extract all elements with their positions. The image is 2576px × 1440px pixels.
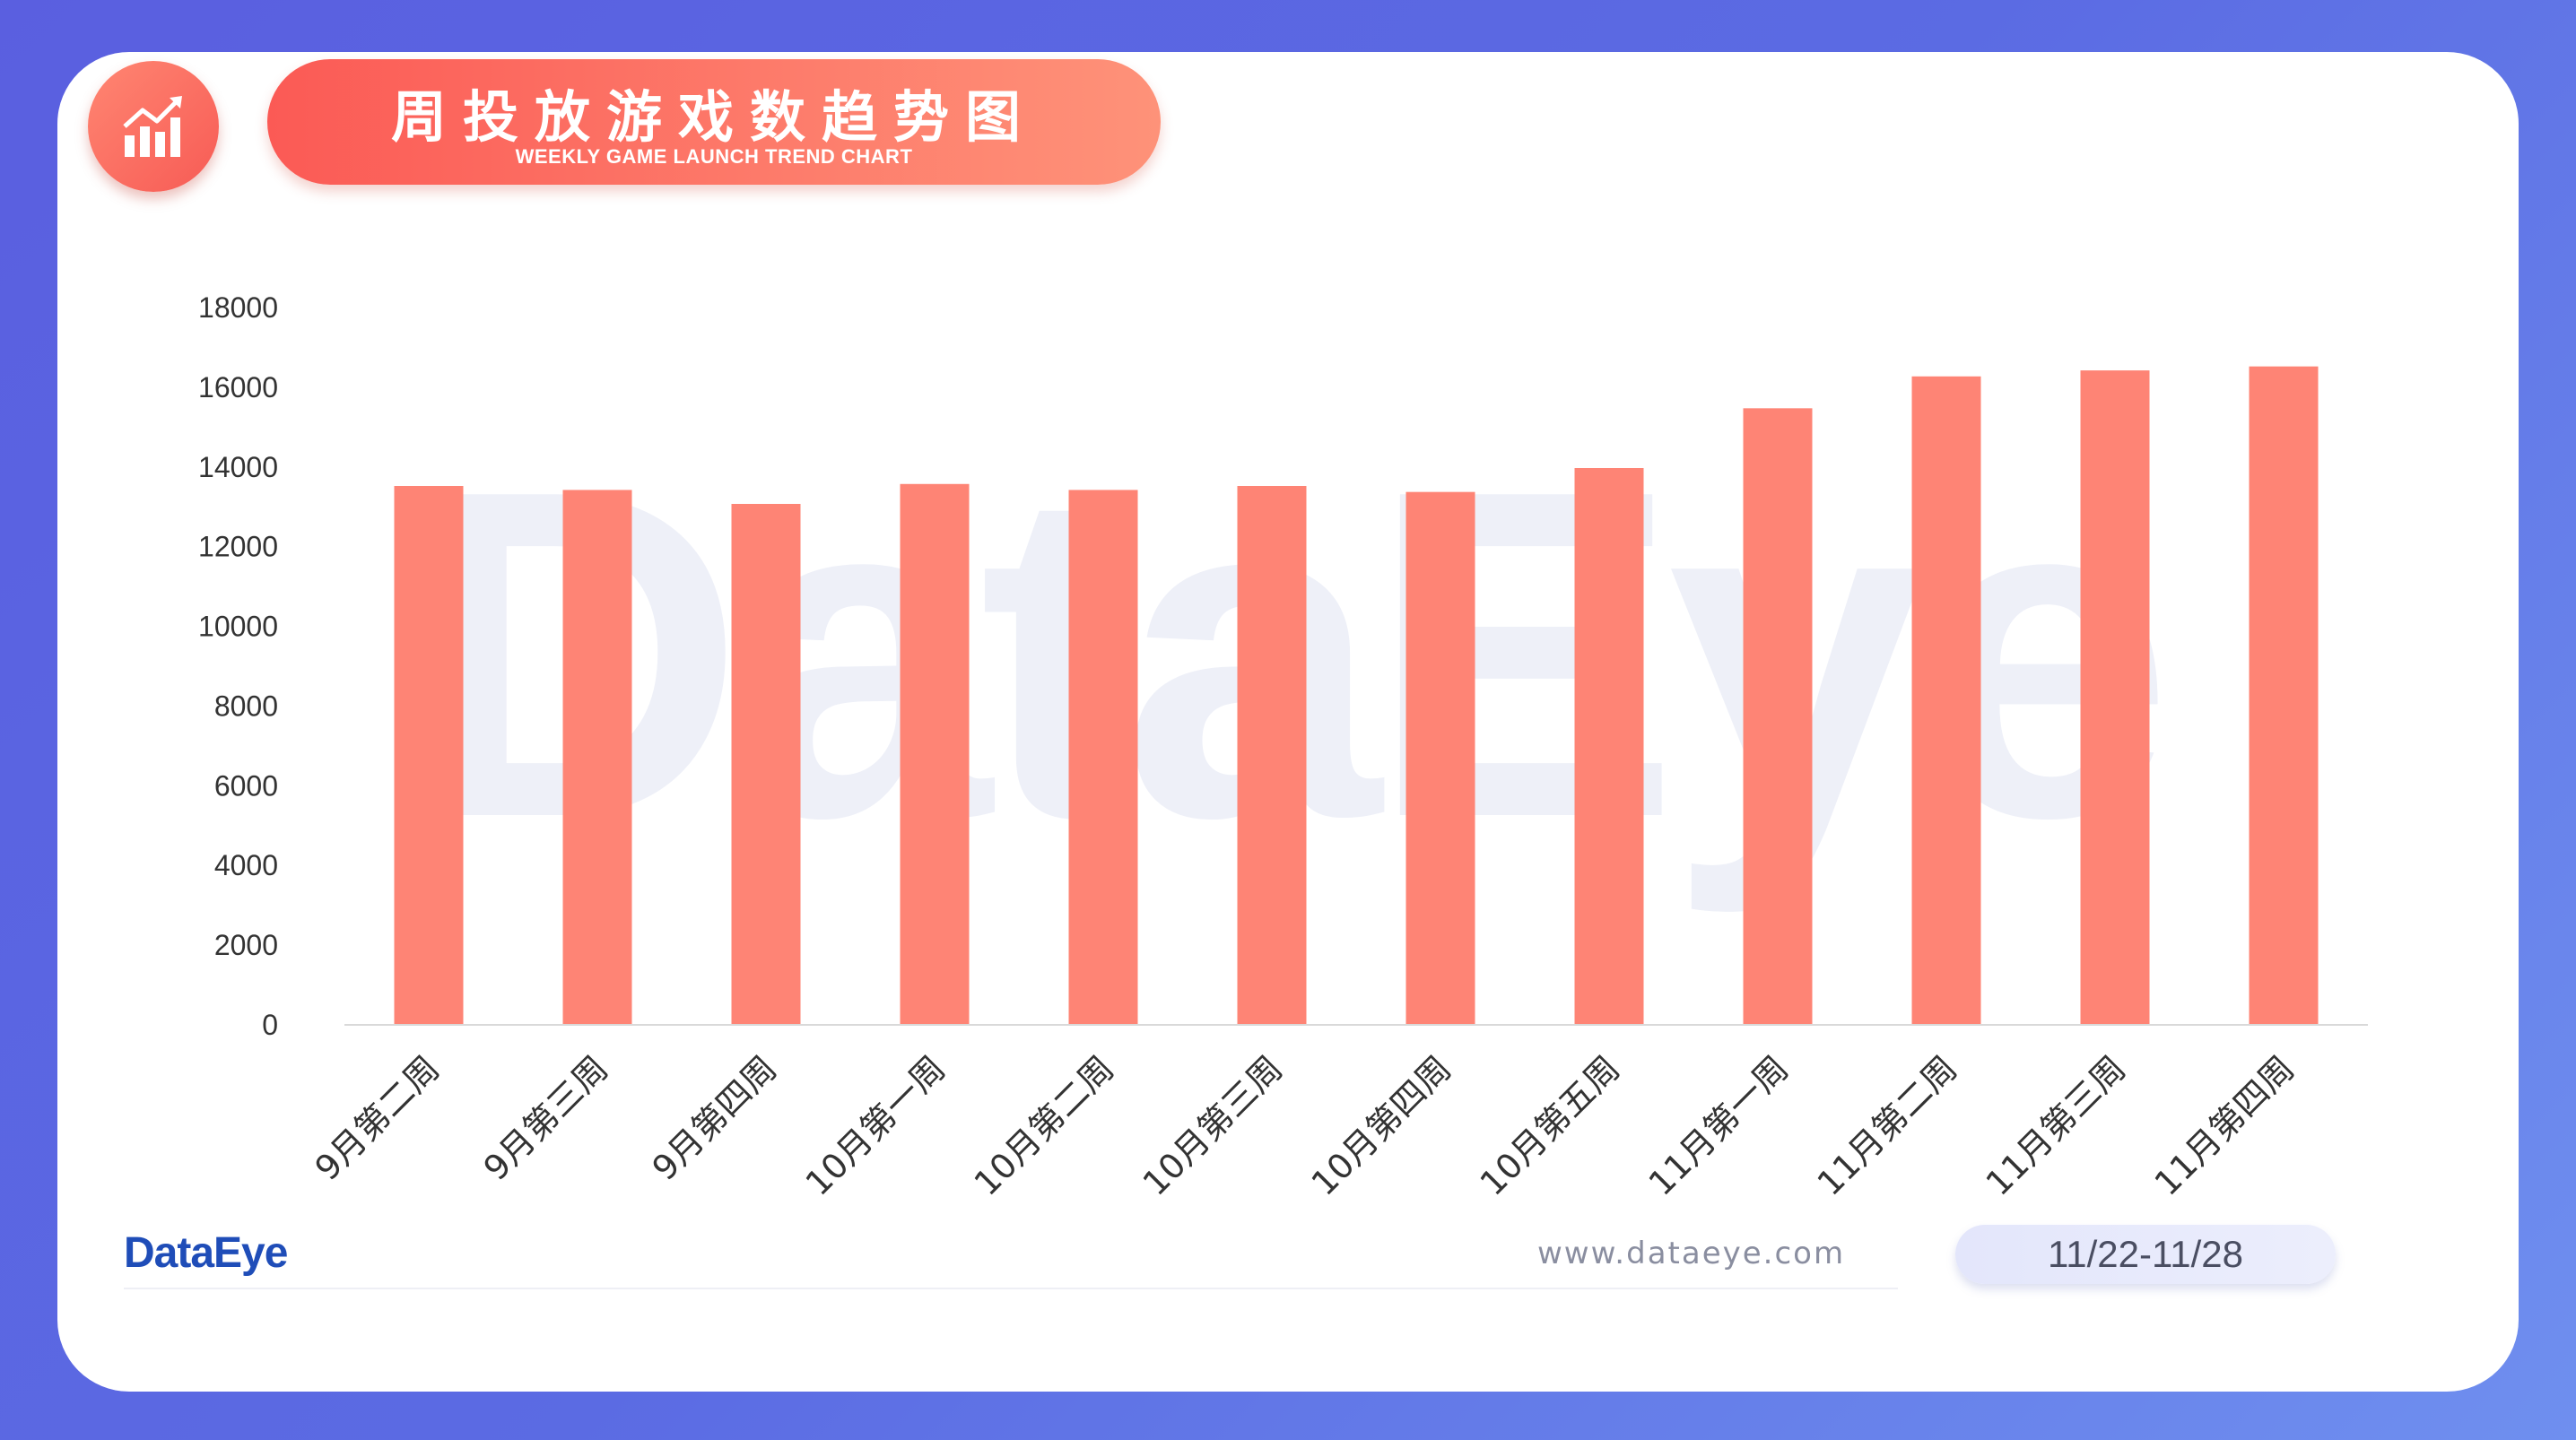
y-tick-label: 6000 [214,769,278,802]
bar [1237,486,1307,1024]
footer-divider [124,1288,1898,1289]
bar [562,490,632,1024]
y-tick-label: 8000 [214,690,278,722]
y-tick-label: 18000 [198,291,278,324]
y-tick-label: 12000 [198,531,278,563]
bar [1068,490,1138,1024]
bar [1574,468,1644,1024]
bar [1405,491,1475,1024]
bar [1911,376,1981,1024]
x-tick-label: 11月第四周 [2147,1048,2302,1203]
x-tick-label: 10月第二周 [967,1048,1122,1203]
y-tick-label: 10000 [198,611,278,643]
footer-logo: DataEye [124,1229,288,1277]
x-tick-label: 9月第四周 [645,1048,785,1188]
y-tick-label: 2000 [214,929,278,961]
y-tick-label: 0 [262,1009,278,1041]
y-tick-label: 16000 [198,371,278,403]
bar [2080,370,2150,1025]
x-tick-label: 10月第四周 [1304,1048,1459,1203]
bar [394,486,464,1024]
footer-url: www.dataeye.com [1537,1236,1846,1271]
bar-chart-trend-icon [123,96,182,157]
title-banner: 周投放游戏数趋势图 WEEKLY GAME LAUNCH TREND CHART [267,59,1161,185]
x-tick-label: 10月第五周 [1473,1048,1628,1203]
bar [731,504,801,1024]
bar [2249,366,2319,1025]
x-tick-label: 9月第三周 [476,1048,616,1188]
bar [1743,408,1813,1024]
x-tick-label: 10月第三周 [1136,1048,1291,1203]
bar [900,483,970,1024]
x-tick-label: 11月第二周 [1810,1048,1965,1203]
x-tick-label: 11月第三周 [1979,1048,2134,1203]
date-range-badge: 11/22-11/28 [1955,1225,2336,1284]
x-tick-label: 11月第一周 [1641,1048,1797,1203]
y-tick-label: 14000 [198,451,278,483]
x-tick-label: 10月第一周 [798,1048,953,1203]
chart-title: 周投放游戏数趋势图 [390,84,1037,150]
chart-subtitle: WEEKLY GAME LAUNCH TREND CHART [515,145,913,168]
y-tick-label: 4000 [214,849,278,881]
x-tick-label: 9月第二周 [308,1048,448,1188]
chart-icon-badge [88,61,219,192]
